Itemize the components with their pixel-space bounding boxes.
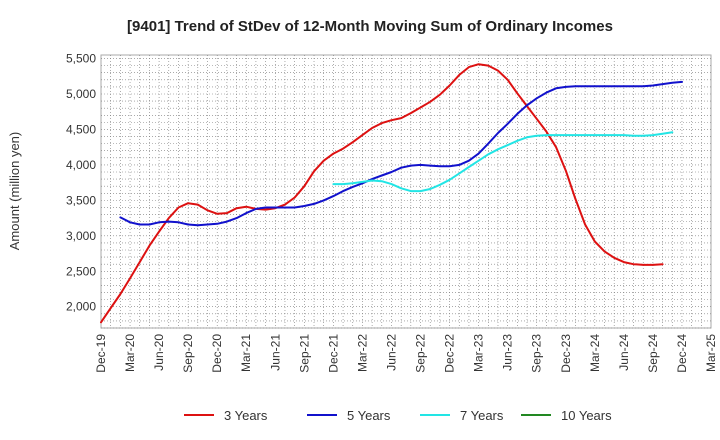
x-tick-label: Sep-24 <box>646 334 660 373</box>
x-tick-label: Dec-24 <box>675 334 689 373</box>
y-axis-ticks: 2,000 2,500 3,000 3,500 4,000 4,500 5,000 5,500 <box>66 52 96 314</box>
x-tick-label: Jun-20 <box>152 334 166 371</box>
x-tick-label: Dec-23 <box>559 334 573 373</box>
legend-label: 10 Years <box>561 408 612 423</box>
grid <box>101 55 711 329</box>
x-tick-label: Mar-21 <box>239 334 253 372</box>
y-tick-label: 5,500 <box>66 52 96 66</box>
x-tick-label: Dec-21 <box>326 334 340 373</box>
x-tick-label: Dec-22 <box>443 334 457 373</box>
x-tick-label: Sep-23 <box>530 334 544 373</box>
x-tick-label: Dec-19 <box>94 334 108 373</box>
x-tick-label: Mar-25 <box>704 334 718 372</box>
y-tick-label: 4,500 <box>66 122 96 136</box>
x-tick-label: Mar-20 <box>123 334 137 372</box>
x-axis-ticks: Dec-19 Mar-20 Jun-20 Sep-20 Dec-20 Mar-21 Jun-… <box>94 334 718 373</box>
x-tick-label: Jun-24 <box>617 334 631 371</box>
x-tick-label: Mar-24 <box>588 334 602 372</box>
series-lines <box>100 63 683 324</box>
series-line-3-years <box>100 63 664 324</box>
y-tick-label: 3,500 <box>66 193 96 207</box>
series-line-5-years <box>119 80 683 227</box>
y-tick-label: 4,000 <box>66 158 96 172</box>
x-tick-label: Sep-22 <box>414 334 428 373</box>
legend-label: 3 Years <box>224 408 268 423</box>
y-tick-label: 2,000 <box>66 300 96 314</box>
x-tick-label: Sep-20 <box>181 334 195 373</box>
legend-label: 5 Years <box>347 408 391 423</box>
y-tick-label: 5,000 <box>66 87 96 101</box>
x-tick-label: Mar-23 <box>472 334 486 372</box>
x-tick-label: Sep-21 <box>297 334 311 373</box>
x-tick-label: Mar-22 <box>355 334 369 372</box>
legend-label: 7 Years <box>460 408 504 423</box>
x-tick-label: Jun-23 <box>501 334 515 371</box>
x-tick-label: Jun-21 <box>268 334 282 371</box>
chart-title: [9401] Trend of StDev of 12-Month Moving… <box>127 18 613 35</box>
plot-area <box>100 54 712 329</box>
x-tick-label: Jun-22 <box>384 334 398 371</box>
x-tick-label: Dec-20 <box>210 334 224 373</box>
legend: 3 Years 5 Years 7 Years 10 Years <box>184 408 612 423</box>
y-tick-label: 3,000 <box>66 229 96 243</box>
series-line-7-years <box>332 131 674 193</box>
y-axis-title: Amount (million yen) <box>7 132 22 251</box>
y-tick-label: 2,500 <box>66 264 96 278</box>
